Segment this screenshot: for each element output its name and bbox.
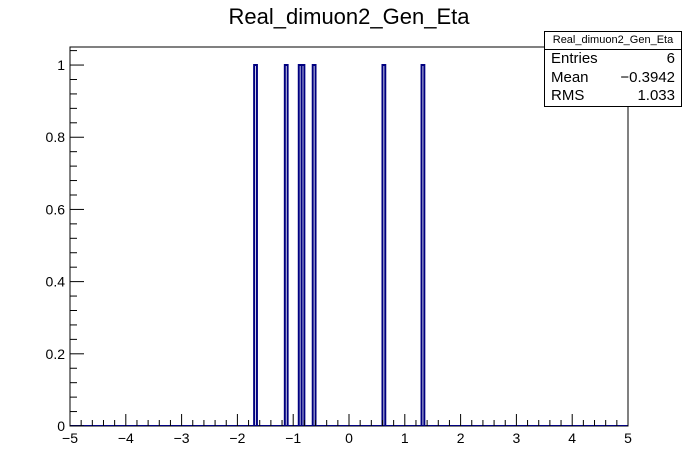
histogram-bin <box>420 64 426 426</box>
stats-row-rms: RMS 1.033 <box>545 87 681 106</box>
stats-label: RMS <box>551 87 585 104</box>
stats-label: Entries <box>551 50 598 67</box>
stats-row-entries: Entries 6 <box>545 50 681 69</box>
stats-row-mean: Mean −0.3942 <box>545 69 681 88</box>
chart-title: Real_dimuon2_Gen_Eta <box>228 4 470 29</box>
x-tick-label: −3 <box>174 430 190 446</box>
x-tick-label: 3 <box>513 430 521 446</box>
y-tick-label: 1 <box>57 57 65 73</box>
x-tick-label: −4 <box>118 430 134 446</box>
x-tick-label: 0 <box>345 430 353 446</box>
x-tick-label: 4 <box>568 430 576 446</box>
x-tick-label: −5 <box>62 430 78 446</box>
histogram-bin <box>381 64 387 426</box>
histogram-bin <box>253 64 258 426</box>
stats-label: Mean <box>551 68 589 86</box>
y-tick-label: 0.2 <box>46 346 66 362</box>
x-tick-label: −1 <box>285 430 301 446</box>
stats-value: 6 <box>666 50 675 67</box>
histogram-bin <box>300 64 306 426</box>
stats-box-title: Real_dimuon2_Gen_Eta <box>545 32 681 50</box>
stats-box: Real_dimuon2_Gen_Eta Entries 6 Mean −0.3… <box>544 31 682 107</box>
x-tick-label: 5 <box>624 430 632 446</box>
y-tick-label: 0.6 <box>46 201 66 217</box>
y-tick-label: 0.8 <box>46 129 66 145</box>
y-tick-label: 0 <box>57 418 65 434</box>
x-tick-label: −2 <box>229 430 245 446</box>
y-tick-label: 0.4 <box>46 274 66 290</box>
x-tick-label: 2 <box>457 430 465 446</box>
x-tick-label: 1 <box>401 430 409 446</box>
histogram-bin <box>311 64 317 426</box>
stats-value: −0.3942 <box>620 68 675 86</box>
histogram-bin <box>283 64 289 426</box>
stats-value: 1.033 <box>637 87 675 104</box>
